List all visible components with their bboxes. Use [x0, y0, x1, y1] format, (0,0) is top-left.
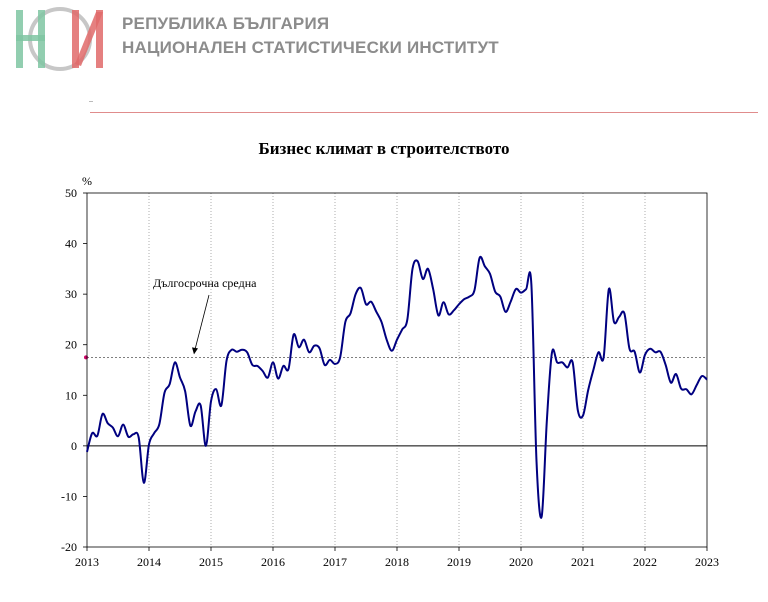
- y-axis-unit-label: %: [82, 174, 92, 188]
- y-tick-label: 30: [65, 287, 77, 301]
- header-divider: [90, 112, 758, 113]
- line-chart: 2013 2014 2015 2016 2017 2018 2019 2020 2021 2022…: [61, 174, 719, 569]
- x-tick-label: 2023: [695, 555, 719, 569]
- x-tick-label: 2014: [137, 555, 161, 569]
- y-tick-label: 20: [65, 338, 77, 352]
- org-name-line-2: НАЦИОНАЛЕН СТАТИСТИЧЕСКИ ИНСТИТУТ: [122, 38, 499, 57]
- x-tick-label: 2019: [447, 555, 471, 569]
- org-name-line-1: РЕПУБЛИКА БЪЛГАРИЯ: [122, 14, 330, 33]
- long-term-average-label: Дългосрочна средна: [153, 276, 257, 290]
- x-tick-label: 2016: [261, 555, 285, 569]
- x-tick-label: 2017: [323, 555, 347, 569]
- nsi-logo-icon: [16, 7, 103, 71]
- series-line: [86, 255, 708, 519]
- x-tick-label: 2015: [199, 555, 223, 569]
- y-tick-label: -10: [61, 489, 77, 503]
- y-tick-label: 10: [65, 388, 77, 402]
- y-tick-label: -20: [61, 540, 77, 554]
- annotation-arrow-line: [193, 294, 210, 354]
- x-tick-label: 2013: [75, 555, 99, 569]
- x-tick-label: 2020: [509, 555, 533, 569]
- header-mark: [89, 101, 93, 102]
- annotation-arrow-head: [192, 347, 198, 355]
- y-tick-label: 50: [65, 186, 77, 200]
- y-tick-label: 0: [71, 439, 77, 453]
- chart-title: Бизнес климат в строителството: [258, 139, 510, 158]
- x-tick-label: 2021: [571, 555, 595, 569]
- x-tick-label: 2022: [633, 555, 657, 569]
- x-tick-label: 2018: [385, 555, 409, 569]
- nsi-header: РЕПУБЛИКА БЪЛГАРИЯ НАЦИОНАЛЕН СТАТИСТИЧЕ…: [0, 0, 768, 115]
- y-tick-label: 40: [65, 237, 77, 251]
